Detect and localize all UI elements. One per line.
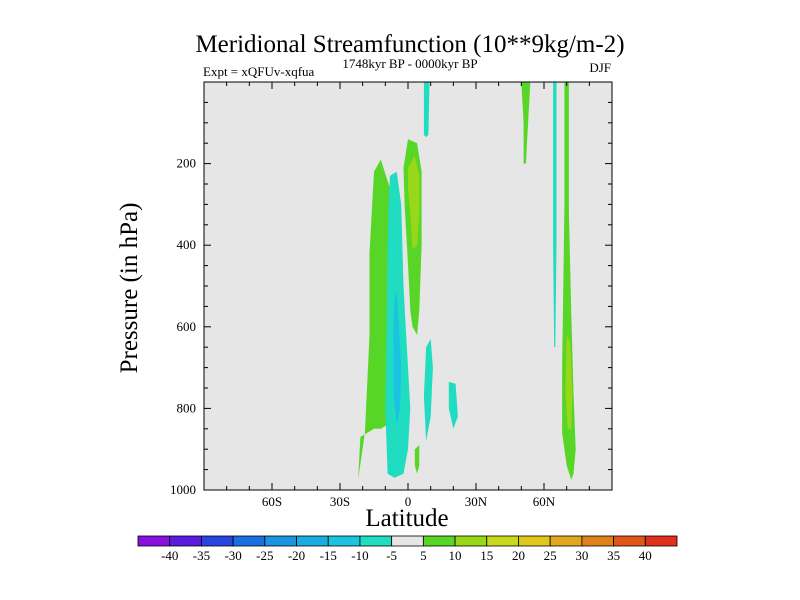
contour-region-nh-midlat-band-5-10 bbox=[562, 82, 576, 480]
y-tick-label: 200 bbox=[177, 156, 197, 171]
y-tick-label: 400 bbox=[177, 237, 197, 252]
colorbar-box bbox=[201, 535, 234, 547]
colorbar-box bbox=[644, 535, 678, 547]
axis-ticks bbox=[204, 82, 612, 490]
x-tick-label: 30N bbox=[465, 494, 488, 509]
x-axis-label: Latitude bbox=[365, 505, 448, 532]
colorbar-box bbox=[327, 535, 361, 547]
colorbar bbox=[137, 535, 678, 547]
x-tick-label: 30S bbox=[330, 494, 350, 509]
chart-title: Meridional Streamfunction (10**9kg/m-2) bbox=[195, 31, 624, 58]
colorbar-label: -20 bbox=[288, 548, 305, 563]
x-tick-label: 60S bbox=[262, 494, 282, 509]
colorbar-box bbox=[422, 535, 456, 547]
colorbar-box bbox=[169, 535, 202, 547]
contour-region-nh-midlat-core-10-15 bbox=[565, 335, 573, 429]
colorbar-label: 10 bbox=[449, 548, 462, 563]
subtitle-season: DJF bbox=[589, 60, 611, 75]
colorbar-label: -5 bbox=[386, 548, 397, 563]
colorbar-label: 30 bbox=[575, 548, 588, 563]
y-tick-label: 800 bbox=[177, 400, 197, 415]
colorbar-labels: -40 -35 -30 -25 -20 -15 -10 -5 5 10 15 20 25 30 35 40 bbox=[161, 548, 652, 563]
colorbar-box bbox=[486, 535, 519, 547]
contour-region-mid-tropics-blob-minus5 bbox=[423, 339, 433, 441]
colorbar-label: -25 bbox=[256, 548, 273, 563]
colorbar-box bbox=[581, 535, 614, 547]
subtitle-experiment: Expt = xQFUv-xqfua bbox=[203, 64, 315, 79]
x-tick-label: 60N bbox=[533, 494, 556, 509]
colorbar-box bbox=[264, 535, 297, 547]
colorbar-label: -15 bbox=[320, 548, 337, 563]
subtitle-period: 1748kyr BP - 0000kyr BP bbox=[342, 56, 477, 71]
colorbar-box bbox=[613, 535, 646, 547]
colorbar-box bbox=[137, 535, 171, 547]
colorbar-label: 5 bbox=[420, 548, 427, 563]
colorbar-box bbox=[454, 535, 488, 547]
y-tick-label: 600 bbox=[177, 319, 197, 334]
colorbar-label: -40 bbox=[161, 548, 178, 563]
colorbar-label: -30 bbox=[224, 548, 241, 563]
y-tick-label: 1000 bbox=[170, 482, 196, 497]
colorbar-label: 25 bbox=[544, 548, 557, 563]
colorbar-box bbox=[391, 535, 424, 547]
contour-region-equatorial-core-10-15 bbox=[408, 155, 420, 250]
contour-region-equatorial-spot-5-10 bbox=[414, 445, 420, 474]
contour-region-nh-narrow-band-minus5 bbox=[553, 82, 557, 348]
colorbar-label: 15 bbox=[480, 548, 493, 563]
colorbar-label: -10 bbox=[351, 548, 368, 563]
axis-tick-labels: 60S 30S 0 30N 60N 200 400 600 800 1000 bbox=[170, 156, 556, 509]
colorbar-label: 35 bbox=[607, 548, 620, 563]
colorbar-label: -35 bbox=[193, 548, 210, 563]
colorbar-label: 20 bbox=[512, 548, 525, 563]
contour-region-nh-upper-lobe-5-10 bbox=[521, 82, 531, 164]
colorbar-box bbox=[518, 535, 551, 547]
colorbar-box bbox=[232, 535, 266, 547]
colorbar-label: 40 bbox=[639, 548, 652, 563]
colorbar-box bbox=[549, 535, 583, 547]
contour-region-subtropical-blob-minus5 bbox=[448, 381, 458, 429]
x-tick-label: 0 bbox=[405, 494, 412, 509]
contour-region-nh-tropical-lobe-5-10 bbox=[358, 159, 391, 480]
colorbar-box bbox=[296, 535, 329, 547]
contour-regions bbox=[358, 82, 576, 480]
colorbar-box bbox=[359, 535, 393, 547]
y-axis-label: Pressure (in hPa) bbox=[116, 203, 143, 374]
contour-region-sh-tropical-core-minus10-minus15 bbox=[393, 290, 402, 425]
contour-region-upper-equatorial-tongue-minus5 bbox=[423, 82, 430, 138]
